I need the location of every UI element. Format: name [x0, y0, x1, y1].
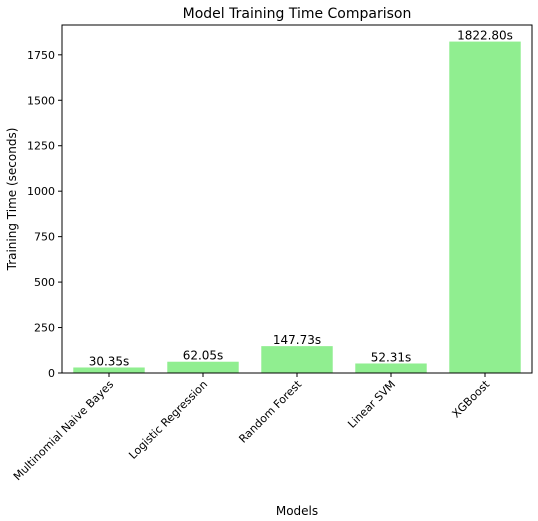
y-tick-label: 500	[34, 276, 55, 289]
bar-data-label: 30.35s	[89, 354, 130, 368]
y-axis-label: Training Time (seconds)	[5, 128, 19, 272]
x-tick-label: Linear SVM	[345, 378, 398, 431]
y-axis-ticks: 0 250 500 750 1000 1250 1500 1750	[27, 49, 62, 380]
bar-data-label: 52.31s	[371, 350, 412, 364]
x-axis-ticks: Multinomial Naive Bayes Logistic Regressi…	[11, 373, 493, 483]
y-tick-label: 0	[48, 367, 55, 380]
y-tick-label: 250	[34, 322, 55, 335]
x-tick-label: XGBoost	[450, 377, 493, 420]
y-tick-label: 750	[34, 231, 55, 244]
x-tick-label: Logistic Regression	[126, 378, 210, 462]
bar	[167, 361, 239, 373]
bar	[261, 346, 333, 373]
y-tick-label: 1500	[27, 94, 55, 107]
y-tick-label: 1750	[27, 49, 55, 62]
bar	[73, 367, 145, 373]
chart-title: Model Training Time Comparison	[183, 6, 412, 22]
bar-data-label: 1822.80s	[457, 29, 513, 43]
plot-frame	[61, 24, 533, 374]
data-labels-group: 30.35s 62.05s 147.73s 52.31s 1822.80s	[89, 29, 513, 369]
x-tick-label: Multinomial Naive Bayes	[11, 378, 116, 483]
x-tick-label: Random Forest	[236, 377, 304, 445]
y-tick-label: 1250	[27, 140, 55, 153]
bar-data-label: 62.05s	[183, 349, 224, 363]
bars-group	[73, 41, 521, 373]
bar-data-label: 147.73s	[273, 333, 321, 347]
bar	[449, 41, 521, 373]
y-tick-label: 1000	[27, 185, 55, 198]
x-axis-label: Models	[276, 504, 318, 518]
bar	[355, 363, 427, 373]
